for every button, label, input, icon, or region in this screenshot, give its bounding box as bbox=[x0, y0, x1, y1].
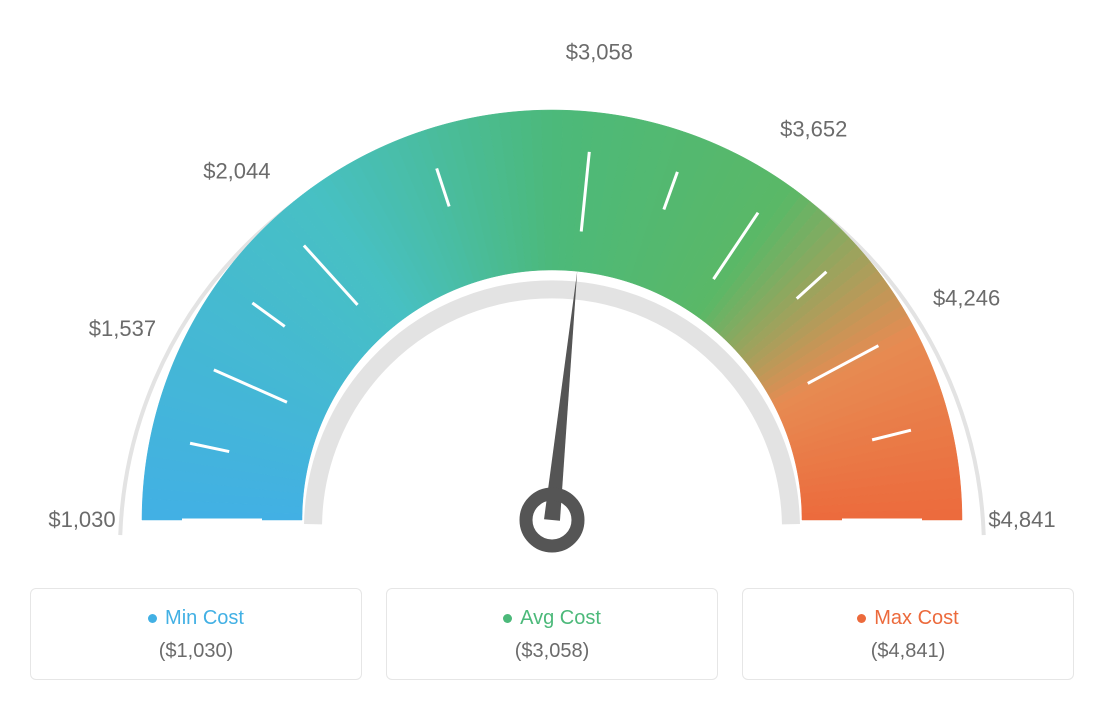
legend-title-text: Avg Cost bbox=[520, 607, 601, 630]
tick-label: $4,841 bbox=[988, 507, 1055, 532]
gauge-needle bbox=[526, 271, 578, 546]
legend-dot-icon bbox=[503, 614, 512, 623]
legend-card: Min Cost ($1,030) bbox=[30, 588, 362, 680]
legend-value: ($4,841) bbox=[753, 640, 1063, 663]
tick-label: $4,246 bbox=[933, 286, 1000, 311]
legend-dot-icon bbox=[857, 614, 866, 623]
legend-value: ($3,058) bbox=[397, 640, 707, 663]
tick-label: $1,537 bbox=[89, 316, 156, 341]
legend-dot-icon bbox=[148, 614, 157, 623]
legend-title-text: Min Cost bbox=[165, 607, 244, 630]
tick-label: $1,030 bbox=[48, 507, 115, 532]
gauge-svg: $1,030 $1,537 $2,044 $3,058 $3,652 $4,246 $4,8… bbox=[30, 30, 1074, 560]
legend-value: ($1,030) bbox=[41, 640, 351, 663]
legend-title: Avg Cost bbox=[503, 607, 601, 630]
tick-label: $2,044 bbox=[203, 158, 270, 183]
legend-title: Min Cost bbox=[148, 607, 244, 630]
legend-card: Max Cost ($4,841) bbox=[742, 588, 1074, 680]
tick-label: $3,058 bbox=[566, 39, 633, 64]
legend-title-text: Max Cost bbox=[874, 607, 958, 630]
legend-title: Max Cost bbox=[857, 607, 958, 630]
cost-gauge: $1,030 $1,537 $2,044 $3,058 $3,652 $4,246 $4,8… bbox=[30, 30, 1074, 560]
tick-label: $3,652 bbox=[780, 117, 847, 142]
legend-row: Min Cost ($1,030) Avg Cost ($3,058) Max Cost… bbox=[30, 588, 1074, 680]
legend-card: Avg Cost ($3,058) bbox=[386, 588, 718, 680]
